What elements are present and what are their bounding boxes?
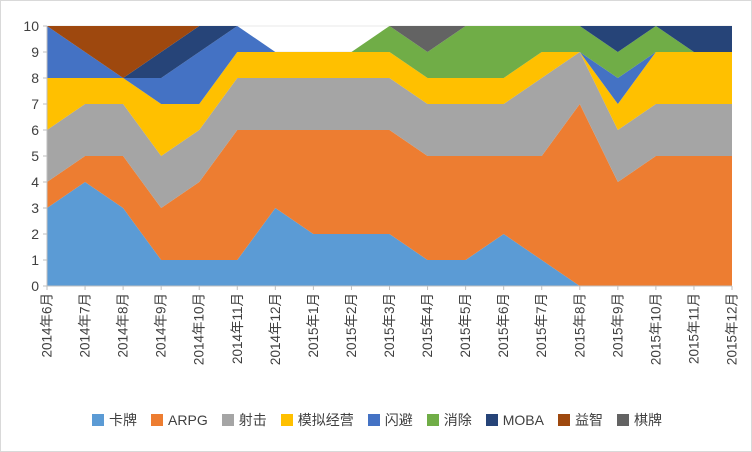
legend-item-益智: 益智 [557, 412, 603, 428]
legend-label: 棋牌 [633, 412, 662, 428]
legend-label: 模拟经营 [297, 412, 354, 428]
series-area-闪避 [47, 26, 732, 104]
x-axis-label: 2015年11月 [686, 293, 701, 364]
x-axis-label: 2014年12月 [268, 293, 283, 365]
x-axis-label: 2015年4月 [420, 293, 435, 358]
x-axis-label: 2015年7月 [534, 293, 549, 358]
x-axis-label: 2014年7月 [78, 293, 93, 358]
y-axis-label: 0 [31, 278, 39, 294]
legend-label: 射击 [238, 412, 267, 428]
legend-label: ARPG [168, 412, 208, 428]
legend-item-卡牌: 卡牌 [92, 413, 137, 427]
x-axis-label: 2015年1月 [306, 293, 321, 358]
x-axis-label: 2015年3月 [382, 293, 397, 358]
y-axis-label: 9 [31, 44, 39, 60]
y-axis-label: 5 [31, 148, 39, 164]
legend-item-ARPG: ARPG [151, 413, 208, 427]
y-axis-label: 4 [31, 174, 39, 190]
legend-item-棋牌: 棋牌 [616, 412, 662, 428]
y-axis-label: 10 [23, 18, 39, 34]
legend-swatch [557, 414, 570, 426]
series-area-射击 [47, 52, 732, 208]
legend-label: 益智 [574, 412, 603, 428]
x-axis-label: 2015年9月 [610, 293, 625, 358]
legend-item-射击: 射击 [221, 412, 267, 428]
x-axis-label: 2015年5月 [458, 293, 473, 358]
x-axis-label: 2014年10月 [192, 293, 207, 365]
legend-swatch [426, 414, 439, 426]
legend-label: 消除 [443, 412, 472, 428]
y-axis-label: 3 [31, 200, 39, 216]
legend-item-闪避: 闪避 [367, 412, 413, 428]
series-area-消除 [47, 26, 732, 78]
legend-swatch [221, 414, 234, 426]
y-axis-label: 7 [31, 96, 39, 112]
x-axis-label: 2015年10月 [648, 293, 663, 365]
y-axis-label: 2 [31, 226, 39, 242]
y-axis-label: 1 [31, 252, 39, 268]
y-axis-label: 8 [31, 70, 39, 86]
series-area-MOBA [47, 26, 732, 78]
y-axis-label: 6 [31, 122, 39, 138]
legend-swatch [92, 414, 105, 426]
series-area-益智 [47, 26, 732, 78]
x-axis-label: 2014年6月 [40, 293, 55, 358]
legend-label: 闪避 [384, 412, 413, 428]
legend-swatch [616, 414, 629, 426]
legend-swatch [367, 414, 380, 426]
legend-item-消除: 消除 [426, 412, 472, 428]
legend-swatch [485, 414, 498, 426]
x-axis-label: 2014年8月 [116, 293, 131, 358]
legend-swatch [280, 414, 293, 426]
x-axis-label: 2015年12月 [725, 293, 740, 365]
x-axis-label: 2015年2月 [344, 293, 359, 358]
legend-swatch [151, 414, 164, 426]
x-axis-label: 2014年11月 [230, 293, 245, 364]
chart-legend: 卡牌 ARPG 射击 模拟经营 闪避 消除 MOBA 益智 棋牌 [1, 403, 751, 437]
legend-label: 卡牌 [109, 412, 138, 428]
legend-label: MOBA [502, 412, 544, 428]
x-axis-label: 2014年9月 [154, 293, 169, 358]
series-area-ARPG [47, 104, 732, 286]
legend-item-MOBA: MOBA [485, 412, 544, 428]
x-axis-label: 2015年8月 [572, 293, 587, 358]
legend-item-模拟经营: 模拟经营 [280, 412, 354, 428]
x-axis-label: 2015年6月 [496, 293, 511, 358]
